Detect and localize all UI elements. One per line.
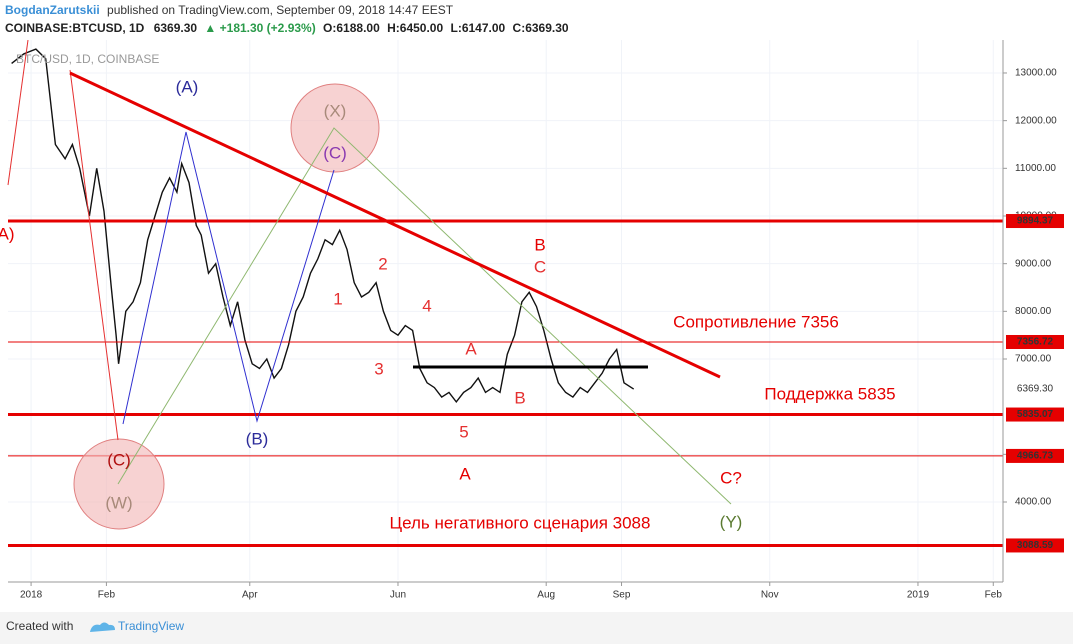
brand-logo	[90, 622, 115, 632]
y-tick-label: 4000.00	[1015, 497, 1052, 508]
footer-bg	[0, 612, 1073, 644]
symbol: COINBASE:BTCUSD, 1D	[5, 21, 145, 35]
wave-line	[69, 69, 119, 441]
annotation: 1	[333, 289, 342, 308]
last-price-bg	[1006, 382, 1064, 397]
wave-line	[122, 131, 335, 425]
x-tick-label: Feb	[985, 590, 1003, 601]
level-label: 7356.72	[1017, 337, 1054, 348]
x-tick-label: Jun	[390, 590, 406, 601]
close: C:6369.30	[513, 21, 569, 35]
annotation: A)	[0, 224, 15, 243]
annotation: (B)	[246, 429, 269, 448]
level-label-bg	[1006, 448, 1064, 463]
level-label-bg	[1006, 214, 1064, 229]
y-tick-label: 7000.00	[1015, 354, 1052, 365]
x-tick-label: Aug	[537, 590, 555, 601]
annotation: A	[465, 339, 477, 358]
level-label: 5835.07	[1017, 409, 1054, 420]
published: published on TradingView.com, September …	[107, 3, 454, 17]
annotation: (X)	[324, 101, 347, 120]
annotation: (Y)	[720, 512, 743, 531]
annotation: B	[534, 235, 545, 254]
annotation: (W)	[105, 493, 132, 512]
footer-brand[interactable]: TradingView	[118, 619, 184, 633]
annotation: 2	[378, 254, 387, 273]
wave-line	[117, 127, 732, 505]
annotation: 5	[459, 422, 468, 441]
y-tick-label: 13000.00	[1015, 68, 1057, 79]
symbol-line: COINBASE:BTCUSD, 1D 6369.30 ▲ +181.30 (+…	[5, 21, 569, 35]
change: ▲ +181.30 (+2.93%)	[204, 21, 315, 35]
x-tick-label: 2019	[907, 590, 930, 601]
low: L:6147.00	[451, 21, 506, 35]
level-label-bg	[1006, 407, 1064, 422]
annotation: A	[459, 464, 471, 483]
annotation: (C)	[323, 143, 347, 162]
plot-area	[8, 40, 1003, 580]
last-price-label: 6369.30	[1017, 384, 1054, 395]
y-tick-label: 11000.00	[1015, 163, 1056, 174]
price-line	[11, 48, 635, 404]
annotation: Поддержка 5835	[764, 384, 895, 403]
trend-line	[69, 71, 721, 379]
annotation: 3	[374, 359, 383, 378]
level-label: 4966.73	[1017, 451, 1054, 462]
annotation: C?	[720, 468, 742, 487]
annotation: 4	[422, 296, 431, 315]
y-tick-label: 8000.00	[1015, 306, 1052, 317]
annotation: (A)	[176, 77, 199, 96]
annotation: Цель негативного сценария 3088	[390, 513, 651, 532]
circle-w	[73, 438, 165, 530]
level-label: 9894.37	[1017, 216, 1054, 227]
watermark: BTC/USD, 1D, COINBASE	[16, 52, 159, 66]
annotation: (C)	[107, 450, 131, 469]
level-label-bg	[1006, 334, 1064, 349]
x-tick-label: Nov	[761, 590, 779, 601]
wave-line	[7, 39, 29, 186]
y-tick-label: 12000.00	[1015, 115, 1057, 126]
y-tick-label: 9000.00	[1015, 258, 1052, 269]
header-line: BogdanZarutskii published on TradingView…	[5, 3, 454, 17]
level-label: 3088.59	[1017, 540, 1054, 551]
annotation: Сопротивление 7356	[673, 312, 839, 331]
x-tick-label: Apr	[242, 590, 258, 601]
author: BogdanZarutskii	[5, 3, 100, 17]
high: H:6450.00	[387, 21, 443, 35]
annotation: B	[514, 388, 525, 407]
annotation: C	[534, 257, 546, 276]
header-bg	[0, 0, 1003, 40]
price: 6369.30	[154, 21, 198, 35]
open: O:6188.00	[323, 21, 380, 35]
footer-text: Created with	[6, 619, 73, 633]
x-tick-label: Feb	[98, 590, 116, 601]
x-tick-label: 2018	[20, 590, 43, 601]
x-tick-label: Sep	[613, 590, 631, 601]
level-label-bg	[1006, 538, 1064, 553]
